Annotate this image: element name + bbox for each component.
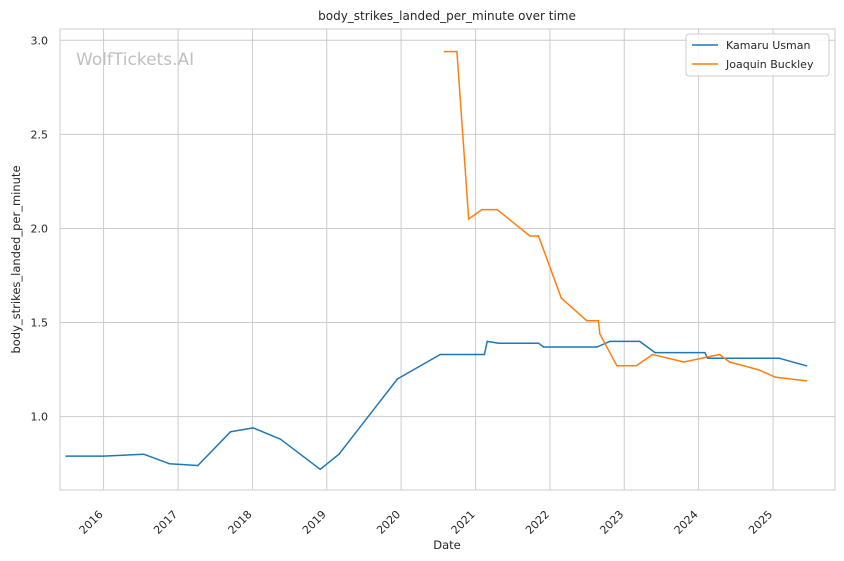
- series-point: [718, 353, 721, 356]
- series-point: [635, 365, 638, 367]
- series-point: [529, 235, 531, 237]
- series-point: [65, 455, 67, 457]
- series-point: [467, 218, 470, 220]
- series-point: [456, 50, 458, 53]
- watermark-text: WolfTickets.AI: [76, 50, 194, 70]
- series-lines: [65, 50, 808, 471]
- series-point: [683, 361, 685, 363]
- series-point: [396, 378, 399, 380]
- chart-title: body_strikes_landed_per_minute over time: [318, 9, 576, 23]
- series-point: [439, 353, 441, 356]
- series-point: [654, 351, 656, 354]
- series-point: [774, 376, 776, 378]
- y-tick-label: 2.5: [31, 128, 49, 141]
- legend-label: Joaquin Buckley: [725, 58, 814, 71]
- series-point: [443, 50, 446, 53]
- y-axis-title: body_strikes_landed_per_minute: [9, 165, 23, 353]
- series-point: [757, 368, 759, 371]
- series-point: [599, 333, 601, 335]
- y-tick-label: 1.0: [31, 411, 49, 424]
- series-point: [142, 453, 145, 456]
- y-tick-label: 2.0: [31, 222, 49, 235]
- series-point: [102, 455, 105, 457]
- grid-lines: [60, 29, 835, 490]
- series-point: [279, 438, 282, 440]
- series-point: [651, 353, 654, 356]
- series-point: [706, 357, 709, 360]
- series-point: [778, 357, 781, 360]
- legend-frame: [685, 33, 830, 77]
- x-axis-title: Date: [433, 538, 461, 552]
- series-point: [638, 340, 641, 343]
- series-point: [542, 346, 545, 348]
- series-point: [608, 340, 611, 343]
- series-point: [596, 346, 598, 348]
- series-point: [537, 342, 540, 345]
- series-point: [704, 351, 706, 354]
- series-point: [805, 380, 808, 382]
- series-point: [728, 361, 731, 363]
- series-point: [252, 427, 255, 429]
- series-point: [319, 468, 322, 471]
- series-line-1: [444, 50, 807, 382]
- series-point: [597, 319, 600, 322]
- series-point: [486, 340, 489, 343]
- y-tick-label: 1.5: [31, 317, 49, 330]
- series-point: [560, 297, 563, 299]
- series-point: [616, 365, 618, 367]
- series-point: [805, 365, 808, 367]
- series-point: [496, 208, 498, 211]
- series-point: [197, 464, 199, 467]
- series-point: [483, 353, 486, 356]
- series-point: [585, 319, 588, 322]
- y-axis-ticks: 1.0 1.5 2.0 2.5 3.0: [31, 34, 49, 423]
- series-point: [338, 453, 340, 456]
- y-tick-label: 3.0: [31, 34, 49, 47]
- legend: Kamaru Usman Joaquin Buckley: [685, 33, 830, 77]
- series-point: [168, 462, 171, 465]
- series-point: [497, 342, 500, 345]
- plot-area-frame: [59, 28, 836, 491]
- series-point: [481, 208, 483, 211]
- series-point: [229, 430, 232, 433]
- series-point: [537, 235, 540, 237]
- legend-label: Kamaru Usman: [726, 39, 810, 52]
